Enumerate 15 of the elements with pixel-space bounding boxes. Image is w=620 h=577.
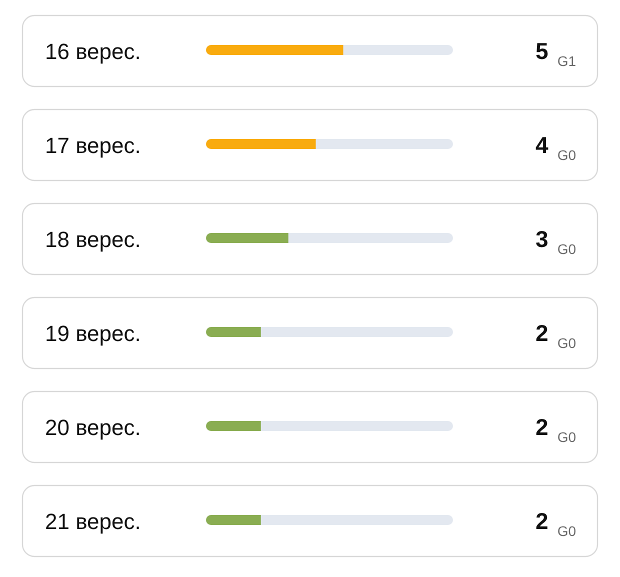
y-tick-label: 18 верес.	[45, 227, 141, 252]
y-tick-label: 16 верес.	[45, 39, 141, 64]
data-label: 4 $_{G0}$	[536, 132, 576, 163]
data-label: 2 $_{G0}$	[536, 508, 576, 539]
bar	[206, 327, 261, 337]
data-label: 2 $_{G0}$	[536, 414, 576, 445]
data-label: 5 $_{G1}$	[536, 38, 576, 69]
y-tick-label: 20 верес.	[45, 415, 141, 440]
bar	[206, 421, 261, 431]
y-tick-label: 17 верес.	[45, 133, 141, 158]
data-label: 3 $_{G0}$	[536, 226, 576, 257]
data-label: 2 $_{G0}$	[536, 320, 576, 351]
y-tick-label: 19 верес.	[45, 321, 141, 346]
bar	[206, 515, 261, 525]
y-tick-label: 21 верес.	[45, 509, 141, 534]
